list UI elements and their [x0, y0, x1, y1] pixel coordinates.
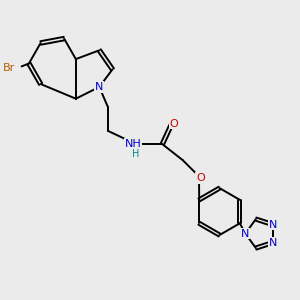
Text: N: N — [269, 220, 277, 230]
Text: H: H — [132, 148, 140, 158]
Text: O: O — [170, 118, 178, 129]
Text: N: N — [269, 238, 277, 248]
Text: N: N — [95, 82, 103, 92]
Text: Br: Br — [3, 63, 15, 73]
Text: O: O — [196, 173, 205, 183]
Text: N: N — [241, 229, 250, 238]
Text: NH: NH — [124, 139, 141, 149]
